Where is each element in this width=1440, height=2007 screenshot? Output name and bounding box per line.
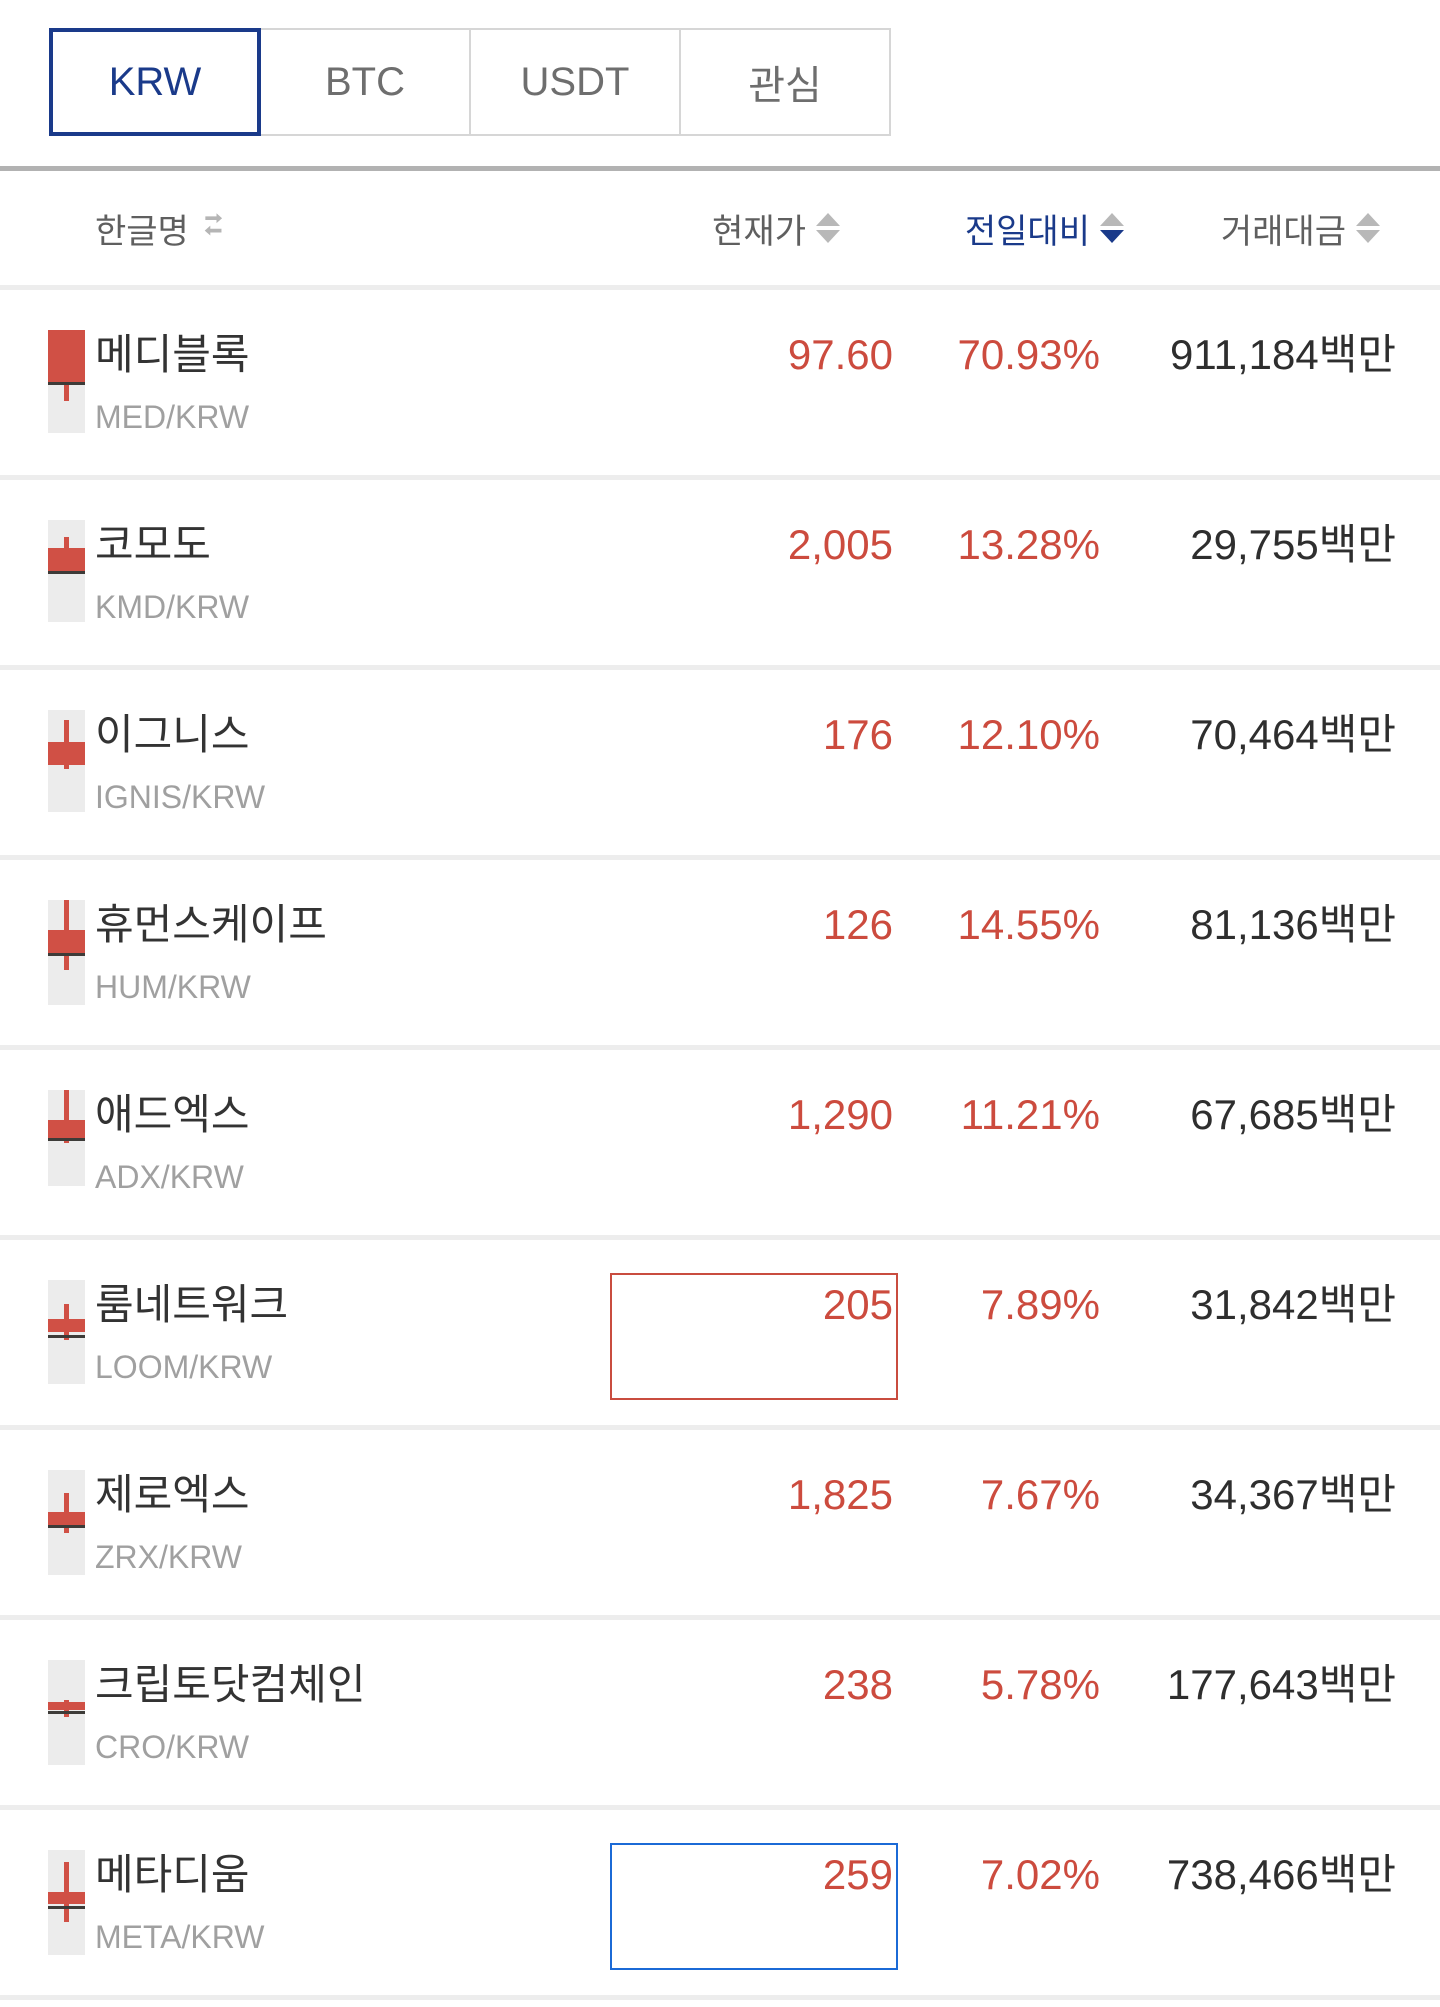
coin-row[interactable]: 메타디움 META/KRW 259 7.02% 738,466백만 <box>0 1805 1440 2000</box>
coin-price: 259 <box>822 1851 893 1898</box>
coin-pair: KMD/KRW <box>95 589 250 625</box>
tab-favorites-label: 관심 <box>748 64 822 108</box>
volume-sort-arrows-icon <box>1356 213 1380 243</box>
coin-pair: ADX/KRW <box>95 1159 244 1195</box>
coin-trade-volume: 34,367백만 <box>1190 1471 1396 1518</box>
coin-name: 제로엑스 <box>95 1471 250 1518</box>
coin-trade-volume: 29,755백만 <box>1190 521 1396 568</box>
coin-change-percent: 7.89% <box>980 1281 1100 1328</box>
coin-row[interactable]: 애드엑스 ADX/KRW 1,290 11.21% 67,685백만 <box>0 1045 1440 1235</box>
coin-price: 176 <box>822 711 893 758</box>
coin-row[interactable]: 크립토닷컴체인 CRO/KRW 238 5.78% 177,643백만 <box>0 1615 1440 1805</box>
column-header-trade-volume[interactable]: 거래대금 <box>1221 171 1380 285</box>
tab-btc-label: BTC <box>325 59 405 104</box>
coin-trade-volume: 177,643백만 <box>1166 1661 1396 1708</box>
coin-price: 205 <box>822 1281 893 1328</box>
tab-btc[interactable]: BTC <box>259 28 471 136</box>
coin-price: 2,005 <box>787 521 893 568</box>
trade-volume-label: 거래대금 <box>1220 212 1346 251</box>
candlestick-icon <box>48 900 85 1005</box>
coin-pair: MED/KRW <box>95 399 250 435</box>
coin-row[interactable]: 이그니스 IGNIS/KRW 176 12.10% 70,464백만 <box>0 665 1440 855</box>
coin-row[interactable]: 코모도 KMD/KRW 2,005 13.28% 29,755백만 <box>0 475 1440 665</box>
current-price-label: 현재가 <box>712 212 806 251</box>
candlestick-icon <box>48 1280 85 1385</box>
tab-krw[interactable]: KRW <box>49 28 261 136</box>
column-header-daily-change[interactable]: 전일대비 <box>965 171 1124 285</box>
candlestick-icon <box>48 520 85 625</box>
price-sort-arrows-icon <box>816 213 840 243</box>
candlestick-icon <box>48 1470 85 1575</box>
candlestick-icon <box>48 1090 85 1195</box>
column-header-current-price[interactable]: 현재가 <box>712 171 840 285</box>
change-sort-arrows-icon <box>1100 213 1124 243</box>
candlestick-icon <box>48 1850 85 1955</box>
coin-trade-volume: 67,685백만 <box>1190 1091 1396 1138</box>
coin-name: 코모도 <box>95 521 211 568</box>
coin-name: 애드엑스 <box>95 1091 250 1138</box>
coin-change-percent: 7.67% <box>980 1471 1100 1518</box>
tab-krw-label: KRW <box>108 59 202 104</box>
coin-price: 1,825 <box>787 1471 893 1518</box>
coin-change-percent: 13.28% <box>957 521 1100 568</box>
candlestick-icon <box>48 330 85 435</box>
coin-name: 이그니스 <box>95 711 250 758</box>
candlestick-icon <box>48 710 85 815</box>
tab-usdt[interactable]: USDT <box>469 28 681 136</box>
coin-pair: HUM/KRW <box>95 969 251 1005</box>
coin-pair: CRO/KRW <box>95 1729 250 1765</box>
coin-name: 크립토닷컴체인 <box>95 1661 366 1708</box>
tab-favorites[interactable]: 관심 <box>679 28 891 136</box>
coin-trade-volume: 738,466백만 <box>1166 1851 1396 1898</box>
coin-price: 97.60 <box>787 331 893 378</box>
table-header: 한글명 현재가 전일대비 거래대금 <box>0 171 1440 285</box>
coin-trade-volume: 81,136백만 <box>1190 901 1396 948</box>
coin-list: 메디블록 MED/KRW 97.60 70.93% 911,184백만 코모도 … <box>0 285 1440 2000</box>
coin-row[interactable]: 휴먼스케이프 HUM/KRW 126 14.55% 81,136백만 <box>0 855 1440 1045</box>
coin-change-percent: 14.55% <box>957 901 1100 948</box>
coin-row[interactable]: 메디블록 MED/KRW 97.60 70.93% 911,184백만 <box>0 285 1440 475</box>
coin-pair: LOOM/KRW <box>95 1349 273 1385</box>
coin-price: 1,290 <box>787 1091 893 1138</box>
coin-change-percent: 12.10% <box>957 711 1100 758</box>
sort-swap-icon <box>201 212 235 244</box>
coin-row[interactable]: 룸네트워크 LOOM/KRW 205 7.89% 31,842백만 <box>0 1235 1440 1425</box>
coin-name: 메타디움 <box>95 1851 250 1898</box>
coin-pair: IGNIS/KRW <box>95 779 266 815</box>
coin-trade-volume: 31,842백만 <box>1190 1281 1396 1328</box>
column-header-korean-name[interactable]: 한글명 <box>95 171 235 285</box>
coin-name: 룸네트워크 <box>95 1281 289 1328</box>
coin-price: 126 <box>822 901 893 948</box>
coin-change-percent: 5.78% <box>980 1661 1100 1708</box>
coin-name: 메디블록 <box>95 331 250 378</box>
coin-change-percent: 7.02% <box>980 1851 1100 1898</box>
candlestick-icon <box>48 1660 85 1765</box>
coin-trade-volume: 911,184백만 <box>1170 331 1396 378</box>
korean-name-label: 한글명 <box>95 212 189 251</box>
daily-change-label: 전일대비 <box>964 212 1090 251</box>
market-tab-bar: KRW BTC USDT 관심 <box>49 28 891 136</box>
coin-trade-volume: 70,464백만 <box>1190 711 1396 758</box>
coin-name: 휴먼스케이프 <box>95 901 327 948</box>
tab-usdt-label: USDT <box>520 59 630 104</box>
coin-pair: ZRX/KRW <box>95 1539 242 1575</box>
tabbar-divider <box>0 166 1440 171</box>
coin-pair: META/KRW <box>95 1919 265 1955</box>
coin-price: 238 <box>822 1661 893 1708</box>
coin-row[interactable]: 제로엑스 ZRX/KRW 1,825 7.67% 34,367백만 <box>0 1425 1440 1615</box>
coin-change-percent: 11.21% <box>960 1091 1100 1138</box>
coin-change-percent: 70.93% <box>957 331 1100 378</box>
